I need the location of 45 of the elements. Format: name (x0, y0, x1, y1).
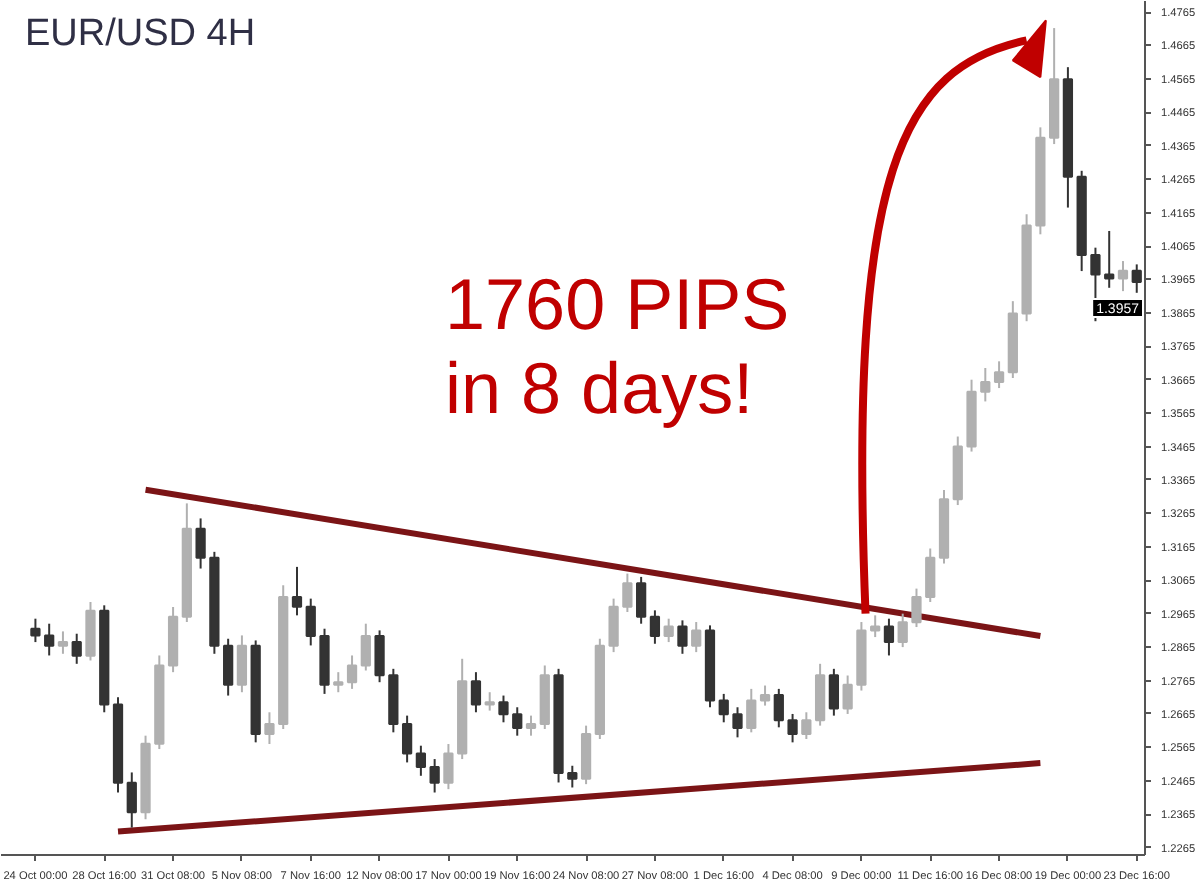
candlestick (85, 600, 96, 662)
candlestick (677, 619, 688, 655)
candlestick (814, 662, 826, 727)
candlestick (580, 724, 592, 786)
candlestick (346, 654, 358, 690)
candlestick (71, 632, 82, 665)
candlestick (126, 771, 137, 829)
candlestick (883, 617, 895, 657)
candlestick (993, 360, 1005, 390)
candlestick (801, 711, 812, 741)
candlestick (333, 671, 344, 694)
candlestick (649, 609, 661, 645)
candlestick (374, 629, 385, 684)
candlestick (291, 565, 303, 617)
candlestick (1131, 263, 1142, 294)
candlestick (567, 764, 578, 789)
candlestick (415, 744, 427, 777)
candlestick (470, 671, 482, 714)
candlestick (828, 667, 840, 717)
candlestick (663, 617, 674, 644)
chart-title: EUR/USD 4H (25, 13, 256, 55)
candlestick (842, 674, 853, 715)
candlestick (925, 547, 936, 603)
candlestick (360, 622, 371, 672)
candlestick (57, 630, 69, 655)
candlestick (1117, 260, 1129, 293)
candlestick (512, 706, 523, 737)
candlestick (636, 575, 647, 625)
candlestick (484, 691, 495, 712)
candlestick (401, 714, 413, 764)
candlestick (195, 517, 206, 570)
candlestick (691, 621, 702, 654)
candlestick (236, 634, 248, 694)
candlestick (498, 694, 509, 724)
candlestick (525, 714, 537, 737)
candlestick (429, 758, 440, 794)
candlestick (980, 367, 991, 403)
candlestick (264, 711, 275, 746)
candlestick (746, 687, 757, 734)
annotation: 1760 PIPS in 8 days! (445, 263, 790, 429)
candlestick (305, 597, 316, 647)
candlestick (1104, 229, 1115, 289)
candlestick (759, 684, 771, 707)
candlestick (30, 617, 41, 644)
candlestick (44, 622, 55, 657)
